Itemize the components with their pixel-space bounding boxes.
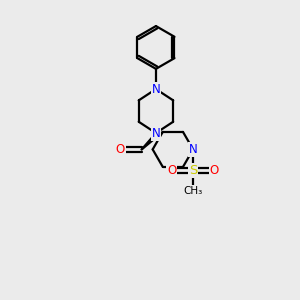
Text: S: S [189,164,197,177]
Text: O: O [167,164,176,177]
Text: N: N [152,127,160,140]
Text: O: O [210,164,219,177]
Text: CH₃: CH₃ [184,186,203,196]
Text: N: N [189,143,197,156]
Text: N: N [152,82,160,96]
Text: O: O [116,143,125,156]
